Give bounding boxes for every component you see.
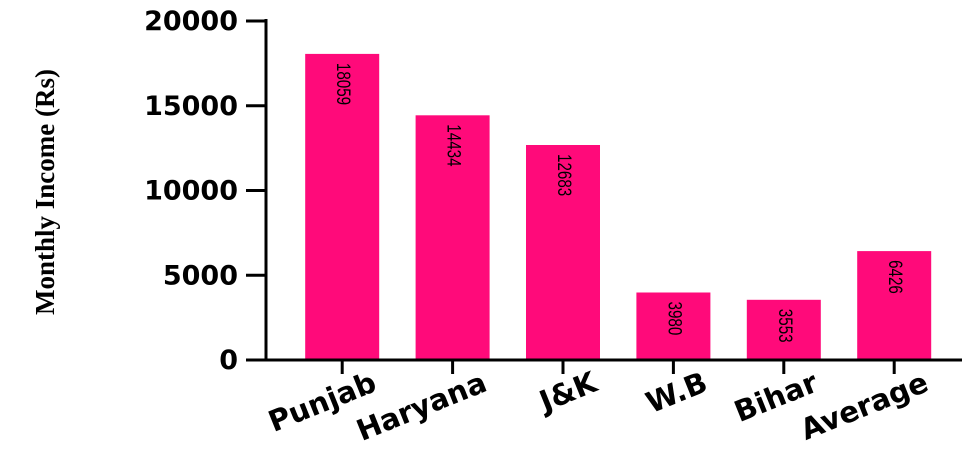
data-label: 6426: [885, 260, 907, 294]
bar: [746, 299, 821, 360]
y-tick-label: 0: [219, 345, 238, 376]
bars-layer: [305, 53, 932, 361]
data-label: 12683: [554, 154, 576, 196]
bar: [415, 115, 490, 360]
y-tick-label: 5000: [163, 260, 238, 291]
bar: [526, 145, 600, 360]
data-label: 14434: [443, 124, 465, 167]
x-tick-label: J&K: [533, 364, 603, 419]
data-labels-layer: 18059 14434 12683 3980 3553 6426: [333, 63, 907, 343]
data-label: 3980: [664, 302, 686, 336]
bar: [305, 53, 380, 361]
bar: [857, 251, 932, 360]
x-tick-label: W.B: [641, 365, 712, 420]
y-tick-label: 20000: [144, 6, 238, 37]
bar: [636, 292, 711, 360]
y-tick-label: 15000: [144, 91, 238, 122]
y-axis-title: Monthly Income (Rs): [30, 69, 60, 315]
x-tick-label: Average: [796, 365, 933, 447]
data-label: 3553: [774, 309, 796, 343]
y-tick-label: 10000: [144, 176, 238, 207]
data-label: 18059: [333, 63, 355, 105]
